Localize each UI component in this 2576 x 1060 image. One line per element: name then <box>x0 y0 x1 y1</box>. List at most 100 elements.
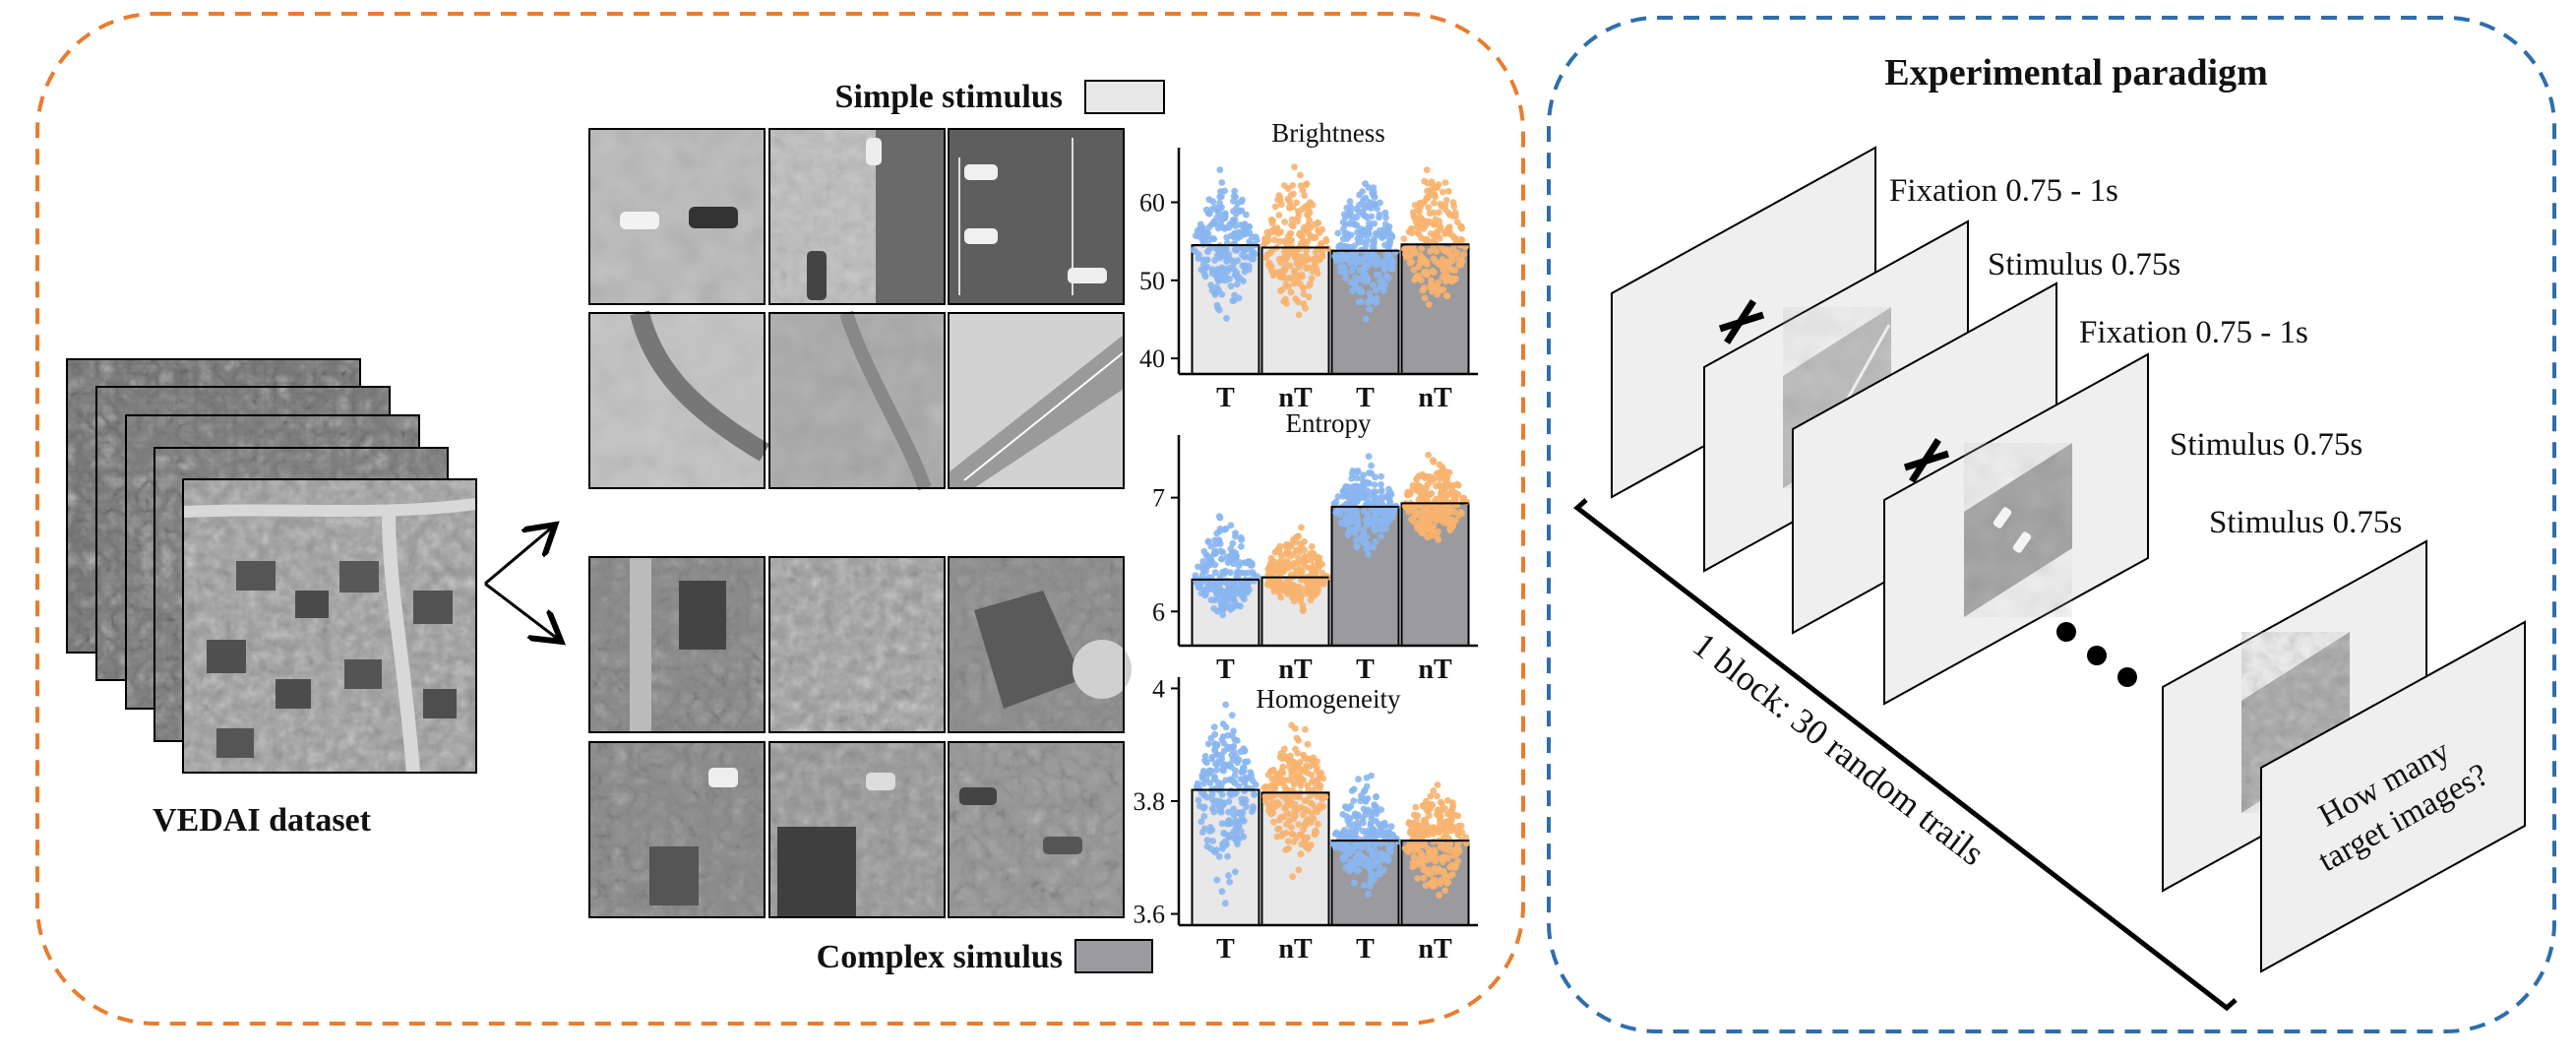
chart-point <box>1411 846 1418 854</box>
chart-point <box>1239 592 1246 600</box>
chart-point <box>1300 777 1307 784</box>
chart-point <box>1307 280 1314 287</box>
chart-point <box>1371 481 1379 488</box>
chart-point <box>1360 819 1367 827</box>
chart-point <box>1201 592 1209 599</box>
chart-point <box>1388 233 1396 241</box>
chart-point <box>1281 218 1289 225</box>
chart-point <box>1229 549 1236 557</box>
chart-point <box>1295 866 1303 874</box>
chart-point <box>1303 247 1310 254</box>
chart-point <box>1201 753 1209 760</box>
chart-point <box>1338 257 1346 264</box>
chart-point <box>1263 237 1270 245</box>
chart-point <box>1284 838 1292 845</box>
chart-point <box>1414 875 1422 882</box>
chart-point <box>1300 300 1308 308</box>
chart-point <box>1295 259 1303 267</box>
chart-point <box>1275 816 1283 824</box>
chart-point <box>1297 781 1305 789</box>
chart-point <box>1332 509 1339 517</box>
chart-point <box>1367 297 1375 305</box>
chart-point <box>1445 518 1452 526</box>
chart-point <box>1368 772 1375 779</box>
chart-point <box>1205 561 1212 569</box>
chart-point <box>1436 218 1442 225</box>
chart-point <box>1218 736 1226 744</box>
chart-point <box>1413 817 1420 825</box>
chart-point <box>1437 798 1444 806</box>
chart-point <box>1206 779 1214 787</box>
chart-point <box>1210 219 1218 227</box>
chart-point <box>1379 856 1386 863</box>
chart-point <box>1441 887 1448 895</box>
paradigm-title: Experimental paradigm <box>1884 52 2267 94</box>
chart-point <box>1240 745 1248 752</box>
chart-point <box>1249 561 1256 569</box>
paradigm-frame-stimulus <box>1883 352 2149 706</box>
chart-point <box>1290 280 1298 287</box>
chart-point-swarm <box>1401 781 1470 899</box>
chart-point <box>1293 734 1301 742</box>
chart-point <box>1300 766 1308 774</box>
chart-point <box>1312 233 1319 241</box>
chart-point <box>1372 841 1380 847</box>
chart-point <box>1434 792 1441 800</box>
chart-point-swarm <box>1400 166 1469 308</box>
chart-point <box>1280 752 1288 759</box>
chart-point <box>1381 829 1389 837</box>
chart-point <box>1360 861 1368 869</box>
chart-point <box>1369 862 1377 870</box>
chart-point <box>1195 255 1202 262</box>
chart-point <box>1427 248 1434 255</box>
chart-point <box>1358 475 1366 482</box>
chart-point <box>1230 198 1237 205</box>
chart-point <box>1378 481 1384 488</box>
chart-category-label: T <box>1356 655 1375 685</box>
chart-point <box>1296 831 1303 839</box>
chart-point <box>1346 208 1354 216</box>
chart-point <box>1282 259 1289 267</box>
chart-point <box>1366 479 1373 487</box>
chart-point <box>1418 822 1426 829</box>
chart-point <box>1370 488 1378 496</box>
chart-point <box>1315 821 1321 828</box>
complex-stimulus-legend-label: Complex simulus <box>817 939 1063 975</box>
chart-point <box>1220 767 1227 775</box>
chart-point <box>1269 217 1276 224</box>
chart-point <box>1439 256 1446 263</box>
chart-point <box>1462 834 1470 842</box>
chart-point <box>1448 483 1456 490</box>
chart-point <box>1339 811 1347 818</box>
chart-point <box>1367 205 1375 213</box>
chart-point <box>1412 803 1420 811</box>
complex-stimulus-grid <box>588 556 1132 918</box>
chart-point <box>1207 596 1215 603</box>
chart-point <box>1298 841 1306 848</box>
chart-point <box>1370 281 1377 288</box>
chart-point <box>1454 840 1462 847</box>
chart-point <box>1229 217 1237 223</box>
chart-point <box>1299 238 1307 246</box>
chart-point <box>1419 286 1427 294</box>
chart-point <box>1350 797 1358 804</box>
chart-point <box>1264 581 1272 589</box>
chart-point <box>1437 826 1444 834</box>
chart-point <box>1431 221 1439 228</box>
chart-point <box>1283 240 1290 248</box>
chart-point <box>1458 224 1465 232</box>
chart-point <box>1301 753 1308 761</box>
chart-point <box>1373 810 1380 818</box>
chart-point <box>1219 844 1226 852</box>
chart-point <box>1282 846 1290 853</box>
chart-point <box>1413 475 1420 483</box>
chart-point <box>1410 513 1418 521</box>
chart-point <box>1231 767 1239 774</box>
chart-point <box>1207 734 1215 742</box>
chart-point <box>1403 846 1411 854</box>
chart-point <box>1346 508 1354 515</box>
simple-image-tile <box>948 312 1125 489</box>
chart-point <box>1445 468 1453 476</box>
chart-point-swarm <box>1194 701 1259 907</box>
